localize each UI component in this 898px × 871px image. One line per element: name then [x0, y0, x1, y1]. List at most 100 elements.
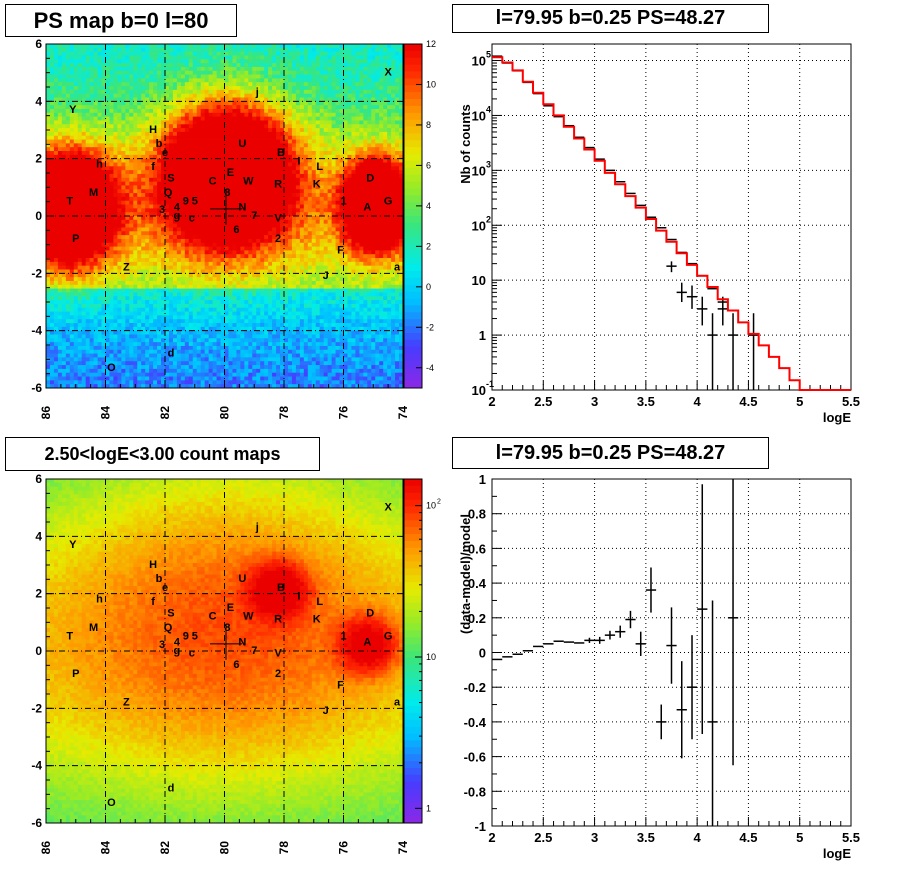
source-label: a	[394, 261, 401, 273]
y-tick-label: 0	[479, 646, 486, 661]
x-tick-label: 2.5	[534, 394, 552, 409]
source-label: e	[162, 147, 168, 159]
colorbar-tick-label: 8	[426, 120, 431, 130]
source-label: T	[66, 196, 73, 208]
source-label: V	[274, 213, 282, 225]
source-label: R	[274, 178, 282, 190]
source-label: 2	[275, 668, 281, 680]
y-tick-label: -2	[31, 701, 42, 715]
y-tick-label: 2	[35, 587, 42, 601]
source-label: S	[167, 608, 174, 620]
source-label: L	[316, 596, 323, 608]
y-tick-label: 1	[479, 328, 486, 343]
source-label: d	[168, 347, 175, 359]
source-label: D	[366, 173, 374, 185]
source-label: X	[384, 502, 392, 514]
source-label: a	[394, 696, 401, 708]
source-label: d	[168, 782, 175, 794]
x-tick-label: 3.5	[637, 830, 655, 845]
source-label: C	[209, 175, 217, 187]
y-tick-exponent: 2	[486, 214, 491, 224]
colorbar-tick-label: 10	[426, 79, 436, 89]
source-label: E	[227, 167, 234, 179]
y-tick-label: -0.2	[464, 680, 486, 695]
x-tick-label: 2	[488, 830, 495, 845]
figure-canvas: 86 84 82 80 78 76 746420-2-4-6 XYjHbefUBI LhS CE…	[0, 0, 898, 871]
y-tick-label: -6	[31, 381, 42, 395]
source-label: Z	[123, 261, 130, 273]
source-label: 6	[233, 224, 239, 236]
source-label: H	[149, 559, 157, 571]
y-tick-label: -4	[31, 759, 42, 773]
y-tick-exponent: 3	[486, 159, 491, 169]
source-label: I	[297, 590, 300, 602]
x-tick-label: 86	[39, 406, 53, 420]
colorbar-tick-label: 1	[426, 803, 431, 813]
source-label: L	[316, 161, 323, 173]
x-tick-label: 82	[158, 841, 172, 855]
source-label: 9	[183, 631, 189, 643]
source-label: 1	[340, 196, 346, 208]
x-tick-label: 76	[337, 406, 351, 420]
source-label: 3	[159, 639, 165, 651]
source-label: H	[149, 124, 157, 136]
source-label: J	[323, 705, 329, 717]
source-label: 8	[224, 187, 230, 199]
colorbar-tick-exponent: 2	[437, 499, 441, 506]
source-label: D	[366, 608, 374, 620]
source-label: e	[162, 582, 168, 594]
source-label: f	[151, 596, 155, 608]
y-tick-label: 10	[472, 54, 486, 69]
y-tick-label: -6	[31, 816, 42, 830]
x-tick-label: 4	[694, 830, 702, 845]
x-tick-label: 5.5	[842, 394, 860, 409]
source-label: 5	[192, 631, 198, 643]
y-tick-label: 10	[472, 163, 486, 178]
x-tick-label: 4.5	[739, 394, 757, 409]
source-label: F	[337, 244, 344, 256]
source-label: h	[96, 593, 103, 605]
y-tick-exponent: -1	[486, 379, 494, 389]
colorbar-tick-label: 6	[426, 160, 431, 170]
colorbar-tick-label: 10	[426, 501, 436, 511]
y-tick-label: 10	[472, 108, 486, 123]
y-tick-label: 4	[35, 529, 42, 543]
x-tick-label: 76	[337, 841, 351, 855]
source-label: I	[297, 155, 300, 167]
source-label: E	[227, 602, 234, 614]
source-label: G	[384, 196, 393, 208]
x-tick-label: 4.5	[739, 830, 757, 845]
x-tick-label: 3.5	[637, 394, 655, 409]
x-axis-label: logE	[823, 410, 851, 425]
source-label: 5	[192, 196, 198, 208]
source-label: U	[238, 138, 246, 150]
x-tick-label: 4	[694, 394, 702, 409]
y-tick-label: -0.8	[464, 784, 486, 799]
source-label: A	[363, 201, 371, 213]
source-label: T	[66, 631, 73, 643]
source-label: Q	[164, 187, 173, 199]
source-label: Y	[69, 104, 77, 116]
x-tick-label: 84	[99, 406, 113, 420]
source-label: M	[89, 622, 98, 634]
x-tick-label: 84	[99, 841, 113, 855]
y-axis-label: Nb of counts	[458, 104, 473, 183]
y-tick-label: 10	[472, 218, 486, 233]
source-label: c	[189, 648, 195, 660]
source-label: B	[277, 147, 285, 159]
source-label: Z	[123, 696, 130, 708]
source-label: J	[323, 270, 329, 282]
y-tick-label: 0	[35, 209, 42, 223]
x-tick-label: 3	[591, 394, 598, 409]
y-tick-label: 0	[35, 644, 42, 658]
source-label: 9	[183, 196, 189, 208]
y-tick-label: 6	[35, 37, 42, 51]
source-label: G	[384, 631, 393, 643]
residual-plot: 2 2.5 3 3.5 4 4.5 5 5.5logE10.80.60.40.20-0.2-0…	[458, 472, 860, 861]
source-label: c	[189, 213, 195, 225]
x-tick-label: 82	[158, 406, 172, 420]
source-label: 6	[233, 659, 239, 671]
y-tick-label: 6	[35, 472, 42, 486]
colorbar-tick-label: 0	[426, 282, 431, 292]
x-tick-label: 74	[396, 841, 410, 855]
